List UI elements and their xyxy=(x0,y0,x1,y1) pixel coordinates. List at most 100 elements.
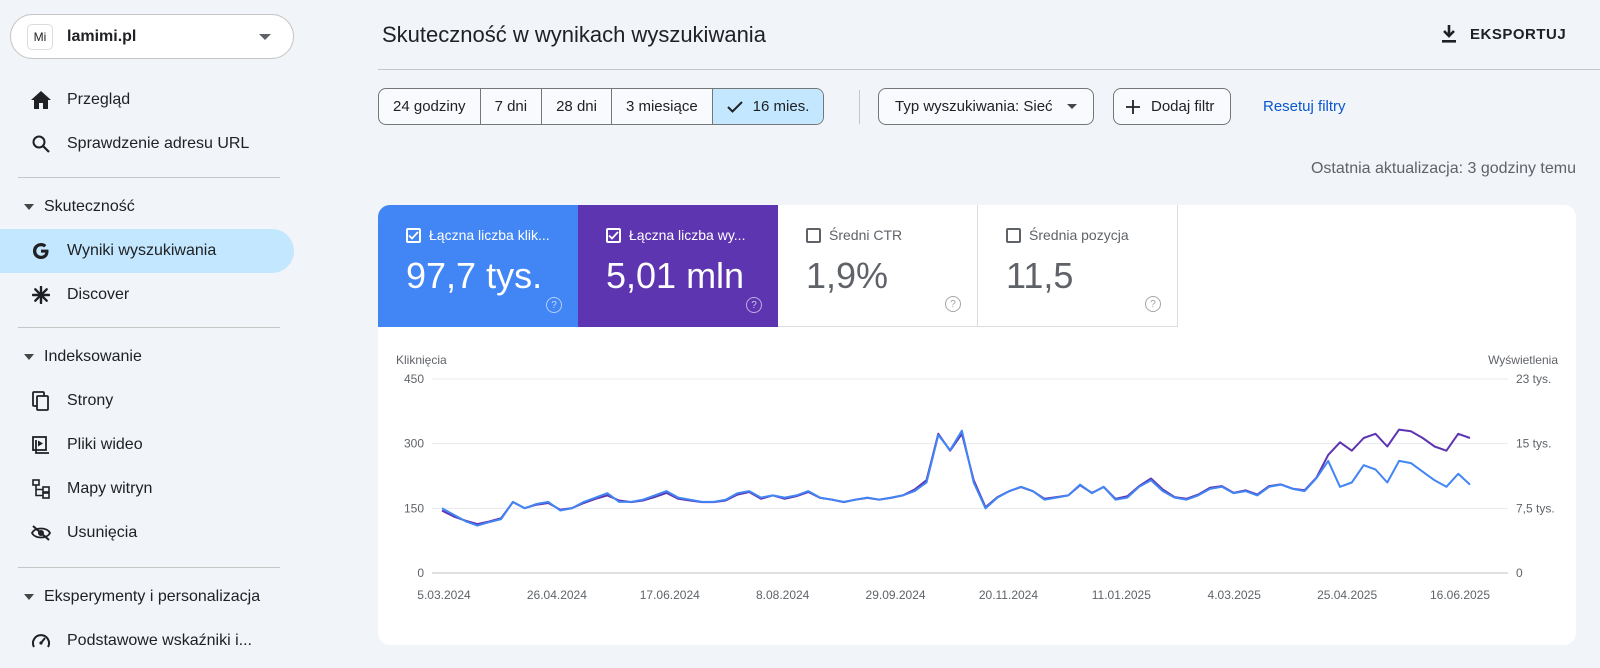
metric-impressions[interactable]: Łączna liczba wy... 5,01 mln ? xyxy=(578,205,778,327)
x-tick: 16.06.2025 xyxy=(1430,588,1490,602)
property-logo: Mi xyxy=(27,23,53,50)
add-filter-label: Dodaj filtr xyxy=(1151,98,1215,115)
help-icon[interactable]: ? xyxy=(945,296,961,312)
gauge-icon xyxy=(30,630,52,652)
nav-label: Wyniki wyszukiwania xyxy=(67,242,217,259)
checkbox-icon[interactable] xyxy=(1006,227,1021,243)
caret-down-icon xyxy=(1066,104,1077,109)
series-line-clicks xyxy=(441,429,1471,527)
x-tick: 4.03.2025 xyxy=(1208,588,1262,602)
help-icon[interactable]: ? xyxy=(546,297,562,313)
reset-filters-link[interactable]: Resetuj filtry xyxy=(1263,98,1346,115)
last-updated: Ostatnia aktualizacja: 3 godziny temu xyxy=(1310,160,1576,177)
nav-item-core-web-vitals[interactable]: Podstawowe wskaźniki i... xyxy=(0,619,294,663)
metric-value: 11,5 xyxy=(1006,255,1074,296)
nav-label: Usunięcia xyxy=(67,524,138,541)
caret-down-icon xyxy=(24,204,34,210)
nav-item-removals[interactable]: Usunięcia xyxy=(0,511,294,555)
metric-value: 97,7 tys. xyxy=(406,255,543,296)
metric-label: Średnia pozycja xyxy=(1029,227,1129,243)
property-selector[interactable]: Mi lamimi.pl xyxy=(10,14,294,59)
nav-label: Strony xyxy=(67,392,114,409)
x-tick: 17.06.2024 xyxy=(640,588,700,602)
plus-icon xyxy=(1126,99,1140,114)
help-icon[interactable]: ? xyxy=(1145,296,1161,312)
property-name: lamimi.pl xyxy=(67,27,137,45)
metric-label: Łączna liczba wy... xyxy=(629,227,746,243)
section-performance[interactable]: Skuteczność xyxy=(0,187,294,227)
nav-label: Pliki wideo xyxy=(67,436,143,453)
checkbox-checked-icon[interactable] xyxy=(406,227,421,243)
range-16m[interactable]: 16 mies. xyxy=(712,89,824,124)
nav-item-discover[interactable]: Discover xyxy=(0,273,294,317)
section-label: Indeksowanie xyxy=(44,348,142,365)
nav-item-videos[interactable]: Pliki wideo xyxy=(0,423,294,467)
range-3m[interactable]: 3 miesiące xyxy=(612,89,713,124)
range-7d[interactable]: 7 dni xyxy=(481,89,543,124)
nav-label: Przegląd xyxy=(67,91,131,108)
divider xyxy=(18,177,280,178)
video-icon xyxy=(30,434,52,456)
checkbox-icon[interactable] xyxy=(806,227,821,243)
metric-value: 5,01 mln xyxy=(606,255,745,296)
metric-clicks[interactable]: Łączna liczba klik... 97,7 tys. ? xyxy=(378,205,578,327)
section-indexing[interactable]: Indeksowanie xyxy=(0,337,294,377)
divider xyxy=(18,567,280,568)
section-experiments[interactable]: Eksperymenty i personalizacja xyxy=(0,577,294,617)
nav-label: Mapy witryn xyxy=(67,480,153,497)
x-tick: 11.01.2025 xyxy=(1092,588,1151,602)
nav-item-url-inspection[interactable]: Sprawdzenie adresu URL xyxy=(0,122,294,166)
date-range-selector: 24 godziny 7 dni 28 dni 3 miesiące 16 mi… xyxy=(378,88,825,125)
export-button[interactable]: EKSPORTUJ xyxy=(1440,24,1566,44)
x-tick: 8.08.2024 xyxy=(756,588,810,602)
performance-chart[interactable]: Kliknięcia Wyświetlenia 0 0 150 7,5 tys. 300 15… xyxy=(378,327,1576,645)
nav-item-search-results[interactable]: Wyniki wyszukiwania xyxy=(0,229,294,273)
x-tick: 29.09.2024 xyxy=(866,588,926,602)
search-type-dropdown[interactable]: Typ wyszukiwania: Sieć xyxy=(878,88,1094,125)
nav-label: Podstawowe wskaźniki i... xyxy=(67,632,252,649)
y-tick-right: 0 xyxy=(1516,566,1523,580)
y-axis-right-label: Wyświetlenia xyxy=(1488,353,1558,367)
range-16m-label: 16 mies. xyxy=(752,98,810,115)
check-icon xyxy=(726,100,743,113)
divider xyxy=(18,327,280,328)
y-tick-left: 300 xyxy=(404,437,424,451)
y-tick-left: 0 xyxy=(417,566,424,580)
metric-value: 1,9% xyxy=(806,255,889,296)
x-tick: 20.11.2024 xyxy=(979,588,1038,602)
metric-label: Łączna liczba klik... xyxy=(429,227,550,243)
y-axis-left-label: Kliknięcia xyxy=(396,353,447,367)
checkbox-checked-icon[interactable] xyxy=(606,227,621,243)
page-title: Skuteczność w wynikach wyszukiwania xyxy=(382,22,766,47)
export-label: EKSPORTUJ xyxy=(1470,25,1567,43)
add-filter-button[interactable]: Dodaj filtr xyxy=(1113,88,1232,125)
header-divider xyxy=(378,69,1600,70)
nav-item-sitemaps[interactable]: Mapy witryn xyxy=(0,467,294,511)
caret-down-icon xyxy=(24,354,34,360)
search-icon xyxy=(30,133,52,155)
asterisk-icon xyxy=(30,284,52,306)
search-type-label: Typ wyszukiwania: Sieć xyxy=(895,98,1053,115)
nav-item-overview[interactable]: Przegląd xyxy=(0,78,294,122)
metric-ctr[interactable]: Średni CTR 1,9% ? xyxy=(778,205,978,327)
help-icon[interactable]: ? xyxy=(746,297,762,313)
range-24h[interactable]: 24 godziny xyxy=(379,89,481,124)
metric-position[interactable]: Średnia pozycja 11,5 ? xyxy=(978,205,1178,327)
y-tick-right: 23 tys. xyxy=(1516,372,1551,386)
chevron-down-icon xyxy=(259,33,271,40)
y-tick-right: 15 tys. xyxy=(1516,437,1551,451)
y-tick-left: 450 xyxy=(404,372,424,386)
section-label: Skuteczność xyxy=(44,198,135,215)
y-tick-right: 7,5 tys. xyxy=(1516,501,1555,515)
nav-item-pages[interactable]: Strony xyxy=(0,379,294,423)
nav-label: Discover xyxy=(67,286,130,303)
range-28d[interactable]: 28 dni xyxy=(542,89,612,124)
filter-separator xyxy=(859,90,860,124)
google-g-icon xyxy=(30,240,52,262)
home-icon xyxy=(30,89,52,111)
performance-card: Łączna liczba klik... 97,7 tys. ? Łączna… xyxy=(378,205,1576,645)
y-tick-left: 150 xyxy=(404,501,424,515)
x-tick: 26.04.2024 xyxy=(527,588,587,602)
eye-off-icon xyxy=(30,522,52,544)
caret-down-icon xyxy=(24,594,34,600)
